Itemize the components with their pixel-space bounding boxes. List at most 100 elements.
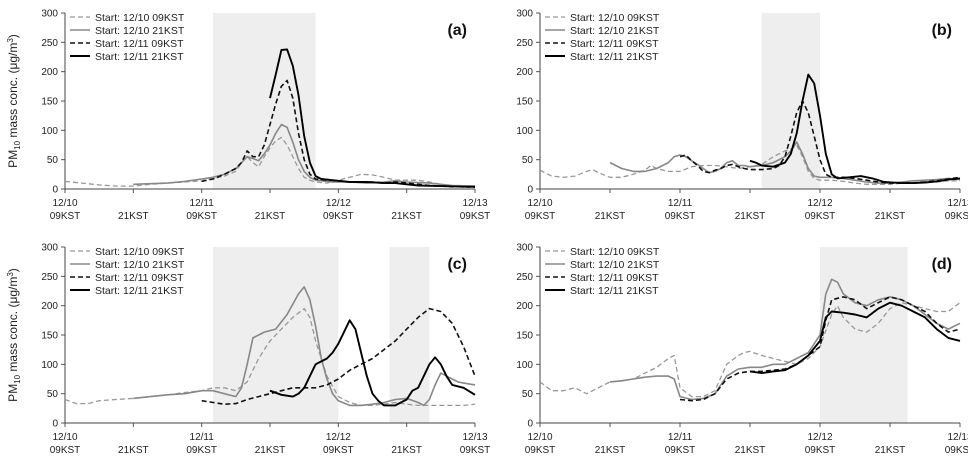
x-tick-time: 09KST (50, 445, 81, 456)
ylabel-sup: 3 (6, 38, 15, 43)
x-tick-date: 12/10 (527, 198, 552, 209)
y-tick-label: 150 (41, 97, 58, 108)
y-tick-label: 200 (41, 67, 58, 78)
panel-a: 0 50 100 150 200 250 300 12/10 09KST 21KST 12/11 09… (6, 9, 490, 223)
series-line-3 (201, 307, 476, 405)
x-tick-date: 12/12 (807, 432, 832, 443)
panel-d: 0 50 100 150 200 250 300 12/10 09KST 21KST 12/11 09… (516, 243, 968, 457)
y-tick-label: 0 (52, 185, 58, 196)
legend-label: Start: 12/10 09KST (570, 12, 660, 24)
y-tick-label: 50 (47, 155, 59, 166)
series-line-1 (539, 144, 960, 185)
series-line-4 (269, 48, 475, 188)
x-tick-label: 12/11 09KST (186, 432, 217, 456)
panel-label: (d) (932, 256, 952, 273)
y-tick-label: 300 (516, 243, 533, 254)
legend-label: Start: 12/11 09KST (570, 38, 659, 50)
x-tick-time: 21KST (875, 211, 906, 222)
shaded-period (820, 247, 908, 423)
x-tick-time: 21KST (595, 445, 626, 456)
series-line-2 (133, 286, 476, 407)
y-tick-label: 100 (41, 360, 58, 371)
x-tick-date: 12/13 (462, 432, 487, 443)
x-tick-label: 21KST (875, 445, 906, 456)
ylabel-sub: 10 (13, 140, 22, 149)
x-tick-label: 21KST (118, 211, 149, 222)
x-tick-date: 12/10 (52, 432, 77, 443)
y-tick-label: 300 (41, 9, 58, 20)
shaded-period (761, 13, 820, 189)
x-tick-time: 09KST (460, 445, 491, 456)
x-tick-date: 12/12 (326, 198, 351, 209)
x-tick-label: 12/10 09KST (50, 198, 81, 222)
x-tick-time: 09KST (186, 445, 217, 456)
y-tick-label: 250 (41, 272, 58, 283)
y-tick-label: 0 (52, 419, 58, 430)
x-tick-date: 12/11 (190, 198, 215, 209)
y-tick-label: 200 (41, 301, 58, 312)
y-tick-label: 150 (516, 97, 533, 108)
x-tick-label: 12/12 09KST (323, 432, 354, 456)
legend-label: Start: 12/11 09KST (570, 272, 659, 284)
x-tick-label: 12/13 09KST (460, 198, 491, 222)
x-tick-label: 21KST (735, 211, 766, 222)
x-tick-label: 12/10 09KST (50, 432, 81, 456)
series-line-3 (201, 79, 476, 188)
x-tick-label: 21KST (255, 211, 286, 222)
series-line-4 (749, 301, 961, 375)
x-tick-label: 12/11 09KST (665, 432, 696, 456)
x-tick-date: 12/13 (462, 198, 487, 209)
y-axis-label: PM10 mass conc. (μg/m3) (6, 268, 22, 402)
y-tick-label: 150 (516, 331, 533, 342)
x-tick-date: 12/10 (52, 198, 77, 209)
legend-label: Start: 12/10 09KST (95, 246, 185, 258)
legend-label: Start: 12/11 21KST (570, 285, 659, 297)
x-tick-label: 12/13 09KST (945, 432, 968, 456)
y-tick-label: 250 (516, 38, 533, 49)
legend-label: Start: 12/11 21KST (570, 51, 659, 63)
x-tick-time: 09KST (50, 211, 81, 222)
legend-label: Start: 12/10 21KST (95, 25, 185, 37)
x-tick-date: 12/13 (947, 198, 968, 209)
y-tick-label: 50 (522, 155, 534, 166)
x-tick-label: 21KST (391, 445, 422, 456)
ylabel-close: ) (6, 268, 20, 272)
panel-c: 0 50 100 150 200 250 300 12/10 09KST 21KST 12/11 09… (6, 243, 490, 457)
x-tick-label: 21KST (735, 445, 766, 456)
y-tick-label: 100 (516, 360, 533, 371)
legend-label: Start: 12/11 09KST (95, 272, 184, 284)
series-line-3 (679, 296, 961, 402)
panel-b: 0 50 100 150 200 250 300 12/10 09KST 21KST 12/11 09… (516, 9, 968, 223)
legend-label: Start: 12/10 09KST (95, 12, 185, 24)
y-axis-label: PM10 mass conc. (μg/m3) (6, 34, 22, 168)
y-tick-label: 200 (516, 67, 533, 78)
series-line-4 (269, 319, 476, 407)
ylabel-sup: 3 (6, 272, 15, 277)
x-tick-time: 21KST (595, 211, 626, 222)
y-tick-label: 250 (516, 272, 533, 283)
legend-label: Start: 12/10 21KST (570, 259, 660, 271)
x-tick-time: 21KST (255, 211, 286, 222)
x-tick-time: 09KST (323, 445, 354, 456)
legend-label: Start: 12/11 21KST (95, 285, 184, 297)
x-tick-time: 21KST (118, 211, 149, 222)
panel-label: (a) (447, 22, 467, 39)
x-tick-label: 12/12 09KST (805, 198, 836, 222)
x-tick-label: 12/11 09KST (665, 198, 696, 222)
x-tick-label: 12/10 09KST (525, 432, 556, 456)
x-tick-time: 09KST (665, 445, 696, 456)
x-tick-time: 09KST (665, 211, 696, 222)
panel-label: (b) (932, 22, 952, 39)
ylabel-sub: 10 (13, 374, 22, 383)
y-tick-label: 50 (47, 389, 59, 400)
ylabel-close: ) (6, 34, 20, 38)
legend-label: Start: 12/10 21KST (95, 259, 185, 271)
x-tick-label: 21KST (875, 211, 906, 222)
x-tick-label: 12/13 09KST (945, 198, 968, 222)
x-tick-label: 12/10 09KST (525, 198, 556, 222)
legend-label: Start: 12/10 09KST (570, 246, 660, 258)
x-tick-time: 09KST (460, 211, 491, 222)
x-tick-label: 12/13 09KST (460, 432, 491, 456)
ylabel-rest: mass conc. (μg/m (6, 43, 20, 141)
ylabel-main: PM (6, 150, 20, 168)
